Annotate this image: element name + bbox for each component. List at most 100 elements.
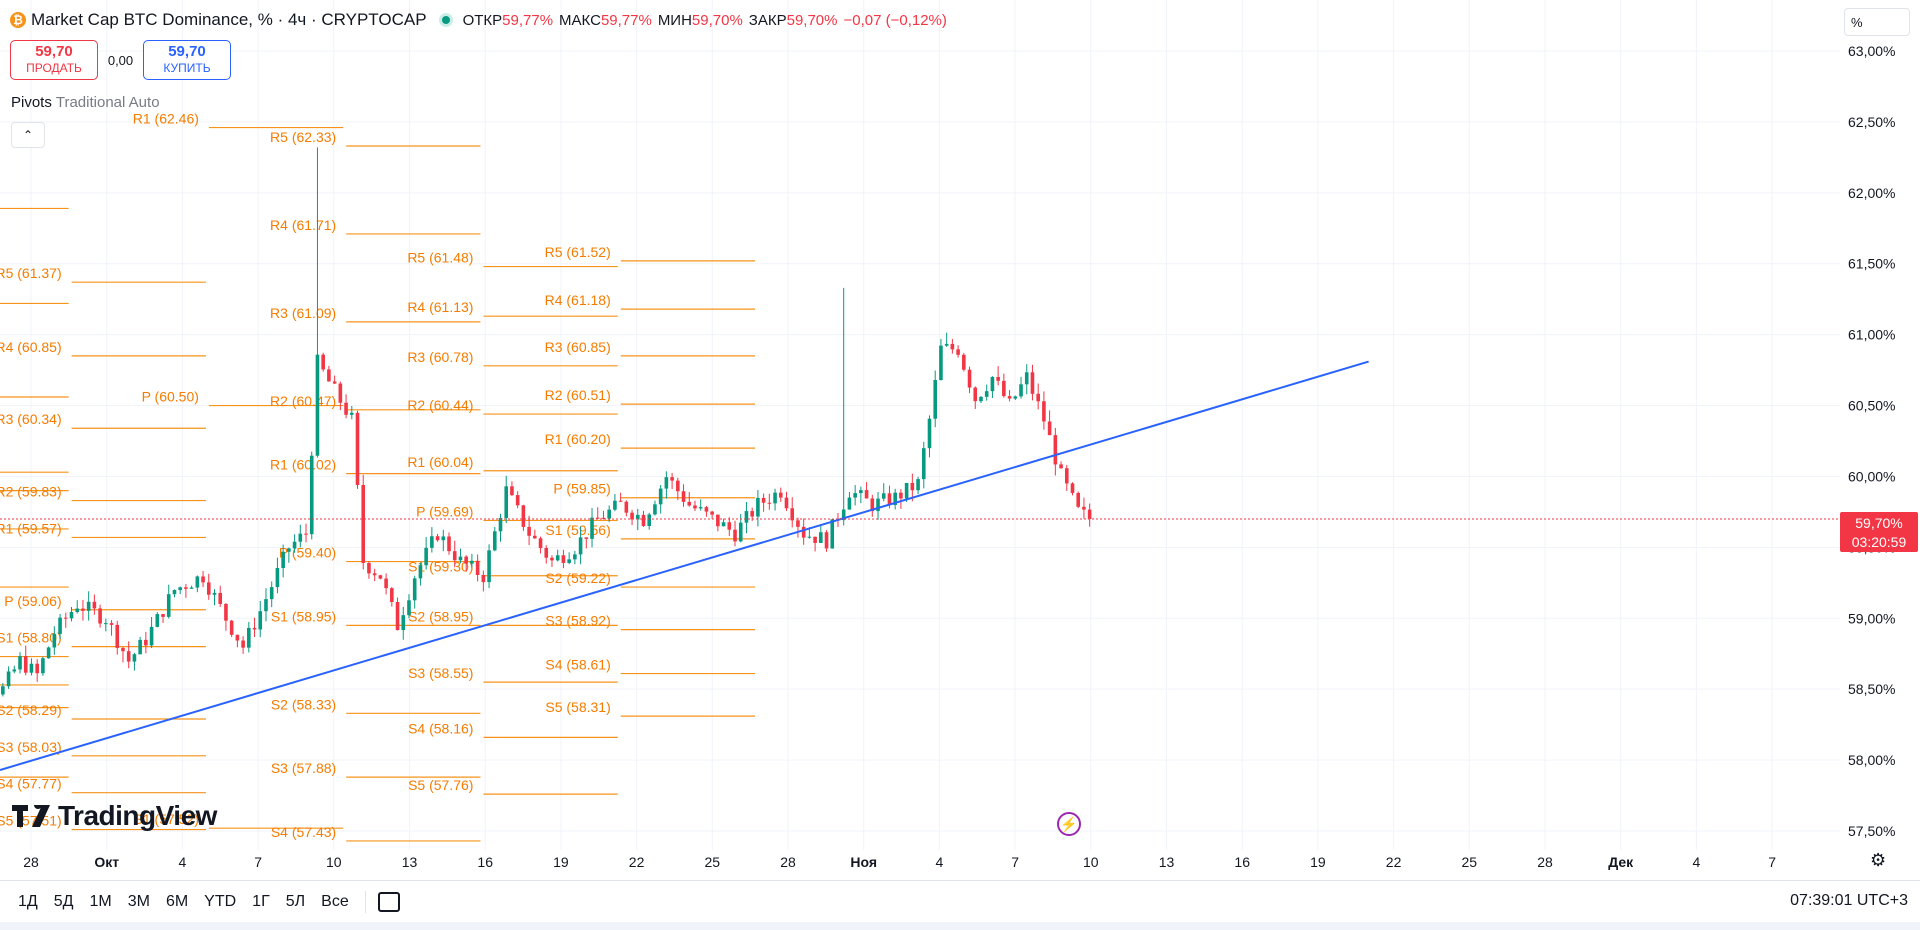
lightning-icon[interactable]: ⚡ [1057, 812, 1081, 836]
candle-body [384, 578, 388, 589]
candle-body [247, 627, 251, 648]
tradingview-logo-icon [12, 805, 50, 827]
candle-body [727, 522, 732, 530]
candle-body [218, 592, 223, 604]
pivot-label: S1 (59.30) [408, 559, 473, 575]
candle-body [544, 547, 549, 558]
pivot-label: R5 (62.33) [270, 129, 336, 145]
candle-body [533, 535, 537, 539]
ohlc-low: МИН59,70% [657, 11, 743, 29]
time-tick-label: 7 [1011, 854, 1019, 870]
candle-body [864, 490, 869, 499]
price-tick-label: 58,00% [1848, 752, 1895, 768]
candle-body [372, 573, 377, 576]
pivot-label: S3 (58.92) [545, 613, 610, 629]
candle-body [452, 551, 457, 561]
candle-body [676, 480, 680, 492]
time-tick-label: 25 [1462, 854, 1478, 870]
candle-body [704, 507, 709, 512]
candle-body [121, 647, 125, 652]
candle-body [1070, 483, 1075, 493]
candle-body [1036, 393, 1040, 402]
candle-body [1, 686, 5, 695]
trade-panel: 59,70 ПРОДАТЬ 0,00 59,70 КУПИТЬ [10, 40, 231, 80]
price-axis[interactable]: 63,00% 62,50% 62,00% 61,50% 61,00% 60,50% 60,0… [1840, 0, 1920, 850]
price-tick-label: 57,50% [1848, 823, 1895, 839]
price-chart[interactable]: 61.8961.2260.5660.0359.9059.6359.2258.73… [0, 0, 1840, 850]
sell-button[interactable]: 59,70 ПРОДАТЬ [10, 40, 98, 80]
candle-body [235, 634, 240, 641]
range-6m[interactable]: 6М [165, 893, 189, 910]
candle-body [904, 482, 909, 499]
candle-body [41, 658, 45, 674]
candle-body [630, 512, 634, 520]
trend-line-segment [0, 360, 1369, 771]
range-1d[interactable]: 1Д [18, 893, 38, 910]
pivot-label: S5 (58.31) [545, 699, 610, 715]
candle-body [847, 497, 852, 510]
price-tick-label: 61,50% [1848, 256, 1895, 272]
candle-body [367, 562, 371, 574]
gear-icon[interactable]: ⚙ [1870, 850, 1887, 870]
candle-body [327, 369, 331, 382]
collapse-legend-button[interactable]: ⌃ [11, 122, 45, 148]
candle-body [1076, 492, 1081, 507]
range-3m[interactable]: 3М [127, 893, 150, 910]
time-tick-label: 19 [1310, 854, 1326, 870]
time-tick-label: 7 [1768, 854, 1776, 870]
time-tick-label: 28 [23, 854, 39, 870]
candle-body [109, 623, 114, 625]
current-price-value: 59,70% [1855, 515, 1903, 531]
buy-button[interactable]: 59,70 КУПИТЬ [143, 40, 231, 80]
indicator-legend[interactable]: Pivots Traditional Auto [11, 94, 160, 111]
candle-body [921, 448, 926, 480]
price-unit-field[interactable]: % [1844, 8, 1910, 36]
pivot-label: R2 (59.83) [0, 484, 62, 500]
time-tick-label: 10 [326, 854, 342, 870]
candle-body [212, 592, 217, 595]
range-1m[interactable]: 1М [89, 893, 112, 910]
candle-body [241, 640, 245, 648]
market-status-icon[interactable] [438, 13, 453, 27]
range-all[interactable]: Все [321, 893, 349, 910]
candle-body [378, 575, 383, 579]
candle-body [1002, 380, 1006, 397]
candle-body [601, 517, 606, 519]
range-ytd[interactable]: YTD [204, 893, 237, 910]
candle-body [23, 656, 28, 673]
candle-body [132, 654, 137, 662]
candle-body [1087, 509, 1092, 519]
candle-body [201, 576, 205, 583]
indicator-name: Pivots [11, 94, 52, 111]
candle-body [86, 601, 91, 611]
candle-body [1064, 468, 1069, 484]
range-5d[interactable]: 5Д [53, 893, 74, 910]
pivot-label: R4 (60.85) [0, 339, 62, 355]
candle-body [756, 497, 760, 517]
candle-body [481, 574, 486, 583]
price-tick-label: 62,50% [1848, 114, 1895, 130]
range-1y[interactable]: 1Г [252, 893, 270, 910]
range-5y[interactable]: 5Л [285, 893, 306, 910]
candle-body [115, 624, 120, 648]
candle-body [189, 587, 194, 589]
tradingview-logo[interactable]: TradingView [12, 800, 217, 832]
pivot-levels: 61.8961.2260.5660.0359.9059.6359.2258.73… [0, 111, 756, 842]
clock[interactable]: 07:39:01 UTC+3 [1790, 892, 1908, 909]
candle-body [498, 518, 503, 532]
calendar-icon[interactable] [377, 892, 400, 912]
candle-body [790, 508, 795, 521]
ohlc-high: МАКС59,77% [559, 11, 652, 29]
candle-body [841, 509, 846, 521]
candle-body [138, 639, 142, 655]
pivot-label: S5 (57.51) [0, 813, 62, 829]
candle-body [492, 531, 497, 551]
candle-body [475, 560, 480, 575]
bottom-toolbar: 1Д 5Д 1М 3М 6М YTD 1Г 5Л Все 07:39:01 UT… [0, 880, 1920, 923]
candle-body [538, 538, 543, 548]
candle-body [395, 602, 400, 631]
candle-body [464, 556, 468, 564]
candle-body [458, 556, 463, 561]
symbol-title[interactable]: Market Cap BTC Dominance, % · 4ч · CRYPT… [31, 10, 427, 29]
time-axis[interactable]: 28 Окт 4 7 10 13 16 19 22 25 28 Ноя 4 7 10 13 16 19 22 25 28… [0, 850, 1920, 880]
